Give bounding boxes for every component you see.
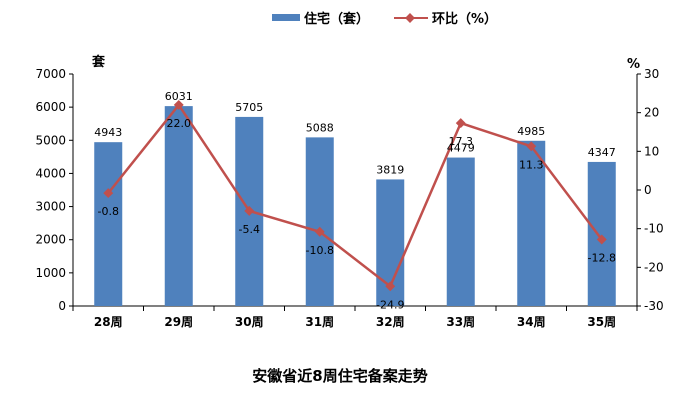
left-axis-tick: 7000: [35, 67, 66, 81]
right-axis-tick: -10: [644, 222, 664, 236]
bar-value-label: 4347: [588, 146, 616, 159]
bar-value-label: 6031: [165, 90, 193, 103]
line-marker: [173, 99, 184, 110]
right-axis-tick: -30: [644, 299, 664, 313]
left-axis-tick: 3000: [35, 200, 66, 214]
left-axis-tick: 4000: [35, 166, 66, 180]
chart-title: 安徽省近8周住宅备案走势: [252, 367, 427, 385]
right-axis-tick: -20: [644, 260, 664, 274]
line-value-label: 17.3: [449, 135, 474, 148]
line-marker: [526, 141, 537, 152]
x-axis-tick: 34周: [517, 315, 546, 329]
legend-label-housing: 住宅（套）: [304, 11, 369, 27]
bar-value-label: 4985: [517, 125, 545, 138]
bar: [94, 142, 123, 306]
line-value-label: -5.4: [239, 223, 260, 236]
x-axis-tick: 30周: [235, 315, 264, 329]
right-axis-tick: 30: [644, 67, 659, 81]
legend: 住宅（套） 环比（%）: [272, 11, 497, 27]
bar-value-label: 3819: [376, 163, 404, 176]
line-marker: [455, 118, 466, 129]
x-axis-tick: 33周: [446, 315, 475, 329]
right-axis-tick: 10: [644, 144, 659, 158]
line-marker: [103, 188, 114, 199]
left-axis-unit: 套: [91, 54, 106, 70]
x-axis-tick: 31周: [305, 315, 334, 329]
right-axis-tick: 20: [644, 106, 659, 120]
line-value-label: -24.9: [376, 298, 404, 311]
bar: [587, 161, 616, 306]
line-path: [107, 102, 603, 289]
line-marker: [314, 226, 325, 237]
bar: [446, 157, 475, 306]
right-axis-tick: 0: [644, 183, 652, 197]
x-axis-tick: 28周: [94, 315, 123, 329]
legend-marker-mom: [405, 13, 415, 23]
right-axis-unit: %: [627, 57, 640, 72]
left-axis-tick: 6000: [35, 100, 66, 114]
x-axis-tick: 35周: [587, 315, 616, 329]
line-value-label: 22.0: [167, 117, 192, 130]
bars: [94, 106, 616, 307]
x-axis-tick: 29周: [164, 315, 193, 329]
line-marker: [244, 205, 255, 216]
line-value-label: -10.8: [306, 244, 334, 257]
bar: [305, 137, 334, 306]
legend-label-mom: 环比（%）: [432, 11, 497, 27]
line-value-label: -12.8: [588, 251, 616, 264]
bar-value-label: 4479: [447, 142, 475, 155]
bar-value-label: 4943: [94, 126, 122, 139]
x-axis-tick: 32周: [376, 315, 405, 329]
line-value-label: 11.3: [519, 158, 544, 171]
legend-swatch-housing: [272, 14, 300, 21]
bar: [517, 140, 546, 306]
line-marker: [385, 281, 396, 292]
line-value-label: -0.8: [98, 205, 119, 218]
bar: [164, 106, 193, 307]
bar-value-label: 5705: [235, 101, 263, 114]
axes: 0 1000 2000 3000 4000 5000 6000 7000 -30 -20 -10 0 1…: [35, 67, 663, 329]
left-axis-tick: 2000: [35, 233, 66, 247]
left-axis-tick: 0: [58, 299, 66, 313]
left-axis-tick: 1000: [35, 266, 66, 280]
data-labels: 4943 6031 5705 5088 3819 4479 4985 4347 -0.8 22.0…: [94, 90, 616, 311]
bar-value-label: 5088: [306, 121, 334, 134]
left-axis-tick: 5000: [35, 133, 66, 147]
line-marker: [596, 234, 607, 245]
